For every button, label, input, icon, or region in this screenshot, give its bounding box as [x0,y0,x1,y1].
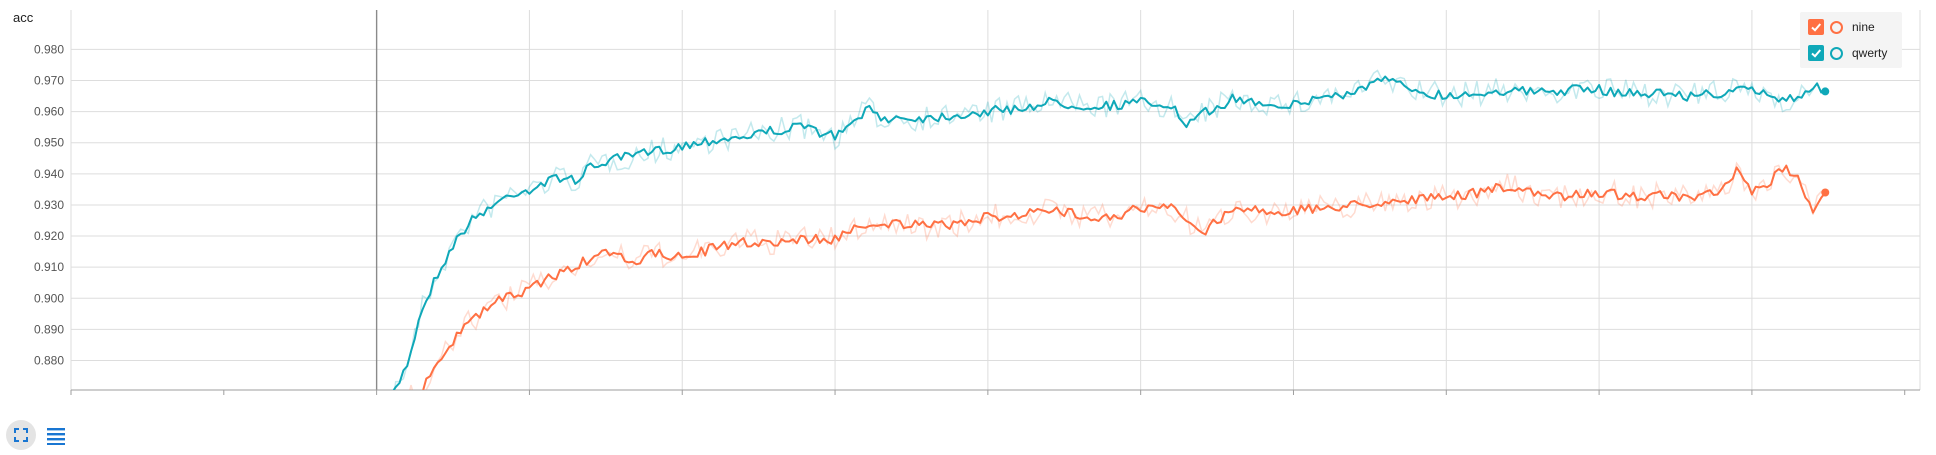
series-color-icon [1830,20,1843,34]
series-line-qwerty [392,75,1826,390]
raw-series-lines [393,69,1826,390]
series-end-points [1821,87,1830,197]
y-tick-label: 0.920 [34,229,64,243]
expand-chart-button[interactable] [6,420,36,450]
raw-line-qwerty [393,69,1826,390]
series-line-nine [422,164,1827,390]
series-color-icon [1830,46,1843,60]
y-tick-label: 0.940 [34,167,64,181]
y-tick-label: 0.950 [34,136,64,150]
y-tick-label: 0.890 [34,322,64,336]
y-tick-label: 0.960 [34,105,64,119]
legend: nine qwerty [1800,12,1902,68]
tick-labels: 0.880 0.890 0.900 0.910 0.920 0.930 0.940 0.950… [34,42,64,367]
y-tick-label: 0.980 [34,42,64,56]
legend-item-qwerty[interactable]: qwerty [1808,43,1887,63]
list-icon [47,428,65,445]
grid [70,10,1921,395]
raw-line-nine [409,161,1826,390]
end-point-qwerty [1821,87,1830,96]
chart-title: acc [13,10,34,25]
legend-checkbox-nine[interactable] [1808,19,1824,35]
legend-item-nine[interactable]: nine [1808,17,1875,37]
y-tick-label: 0.900 [34,291,64,305]
legend-label: nine [1852,20,1875,34]
series-lines [392,75,1827,390]
y-tick-label: 0.930 [34,198,64,212]
chart: 0.880 0.890 0.900 0.910 0.920 0.930 0.940 0.950… [34,10,1921,395]
y-tick-label: 0.880 [34,353,64,367]
y-tick-label: 0.910 [34,260,64,274]
legend-label: qwerty [1852,46,1888,60]
end-point-nine [1821,188,1830,197]
legend-checkbox-qwerty[interactable] [1808,45,1824,61]
fullscreen-icon [14,428,28,442]
y-tick-label: 0.970 [34,74,64,88]
toggle-data-table-button[interactable] [44,423,68,447]
check-icon [1811,23,1822,32]
check-icon [1811,49,1822,58]
